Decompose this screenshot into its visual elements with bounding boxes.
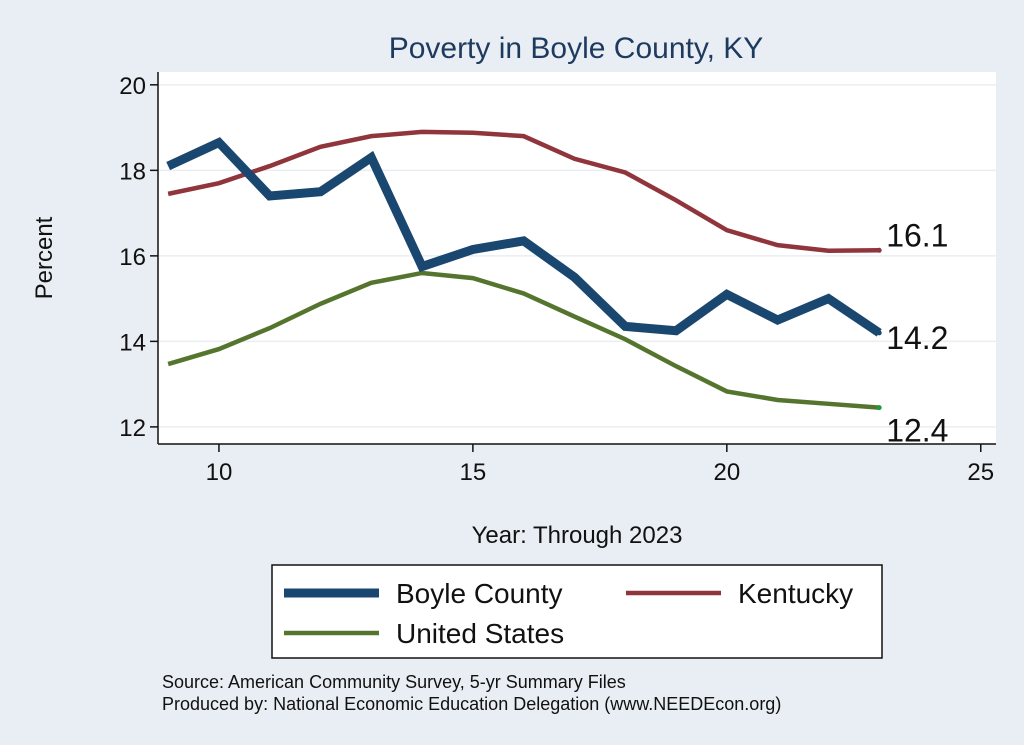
legend-label-boyle-county: Boyle County [396, 578, 563, 609]
source-line-1: Source: American Community Survey, 5-yr … [162, 672, 626, 692]
end-label-boyle-county: 14.2 [886, 320, 948, 356]
legend-box [271, 564, 883, 659]
series-end-point-1 [876, 247, 882, 253]
legend-label-kentucky: Kentucky [738, 578, 853, 609]
y-tick-label-4: 20 [119, 73, 146, 100]
grid [158, 84, 996, 428]
series-line-kentucky [167, 129, 880, 253]
series-line-united-states [167, 270, 880, 410]
source-line-2: Produced by: National Economic Education… [162, 694, 781, 714]
y-tick-label-0: 12 [119, 415, 146, 442]
x-tick-label-0: 10 [206, 459, 233, 486]
end-labels: 14.2 16.1 12.4 [886, 217, 948, 448]
series-layer [166, 129, 882, 411]
x-tick-label-1: 15 [460, 459, 487, 486]
x-axis-label: Year: Through 2023 [472, 522, 683, 549]
x-tick-label-2: 20 [713, 459, 740, 486]
chart-title: Poverty in Boyle County, KY [389, 32, 764, 65]
y-tick-label-3: 18 [119, 158, 146, 185]
y-tick-label-2: 16 [119, 244, 146, 271]
y-tick-label-1: 14 [119, 329, 146, 356]
x-tick-label-3: 25 [967, 459, 994, 486]
plot-area [158, 72, 996, 444]
legend-label-united-states: United States [396, 618, 564, 649]
series-end-point-0 [876, 330, 882, 336]
axes: 12 14 16 18 20 10 15 20 25 [119, 72, 996, 486]
end-label-kentucky: 16.1 [886, 217, 948, 253]
series-end-point-2 [876, 405, 882, 411]
series-line-boyle-county [166, 137, 882, 337]
y-axis-label: Percent [31, 216, 58, 299]
legend: Boyle County Kentucky United States [271, 564, 883, 659]
end-label-united-states: 12.4 [886, 413, 948, 449]
